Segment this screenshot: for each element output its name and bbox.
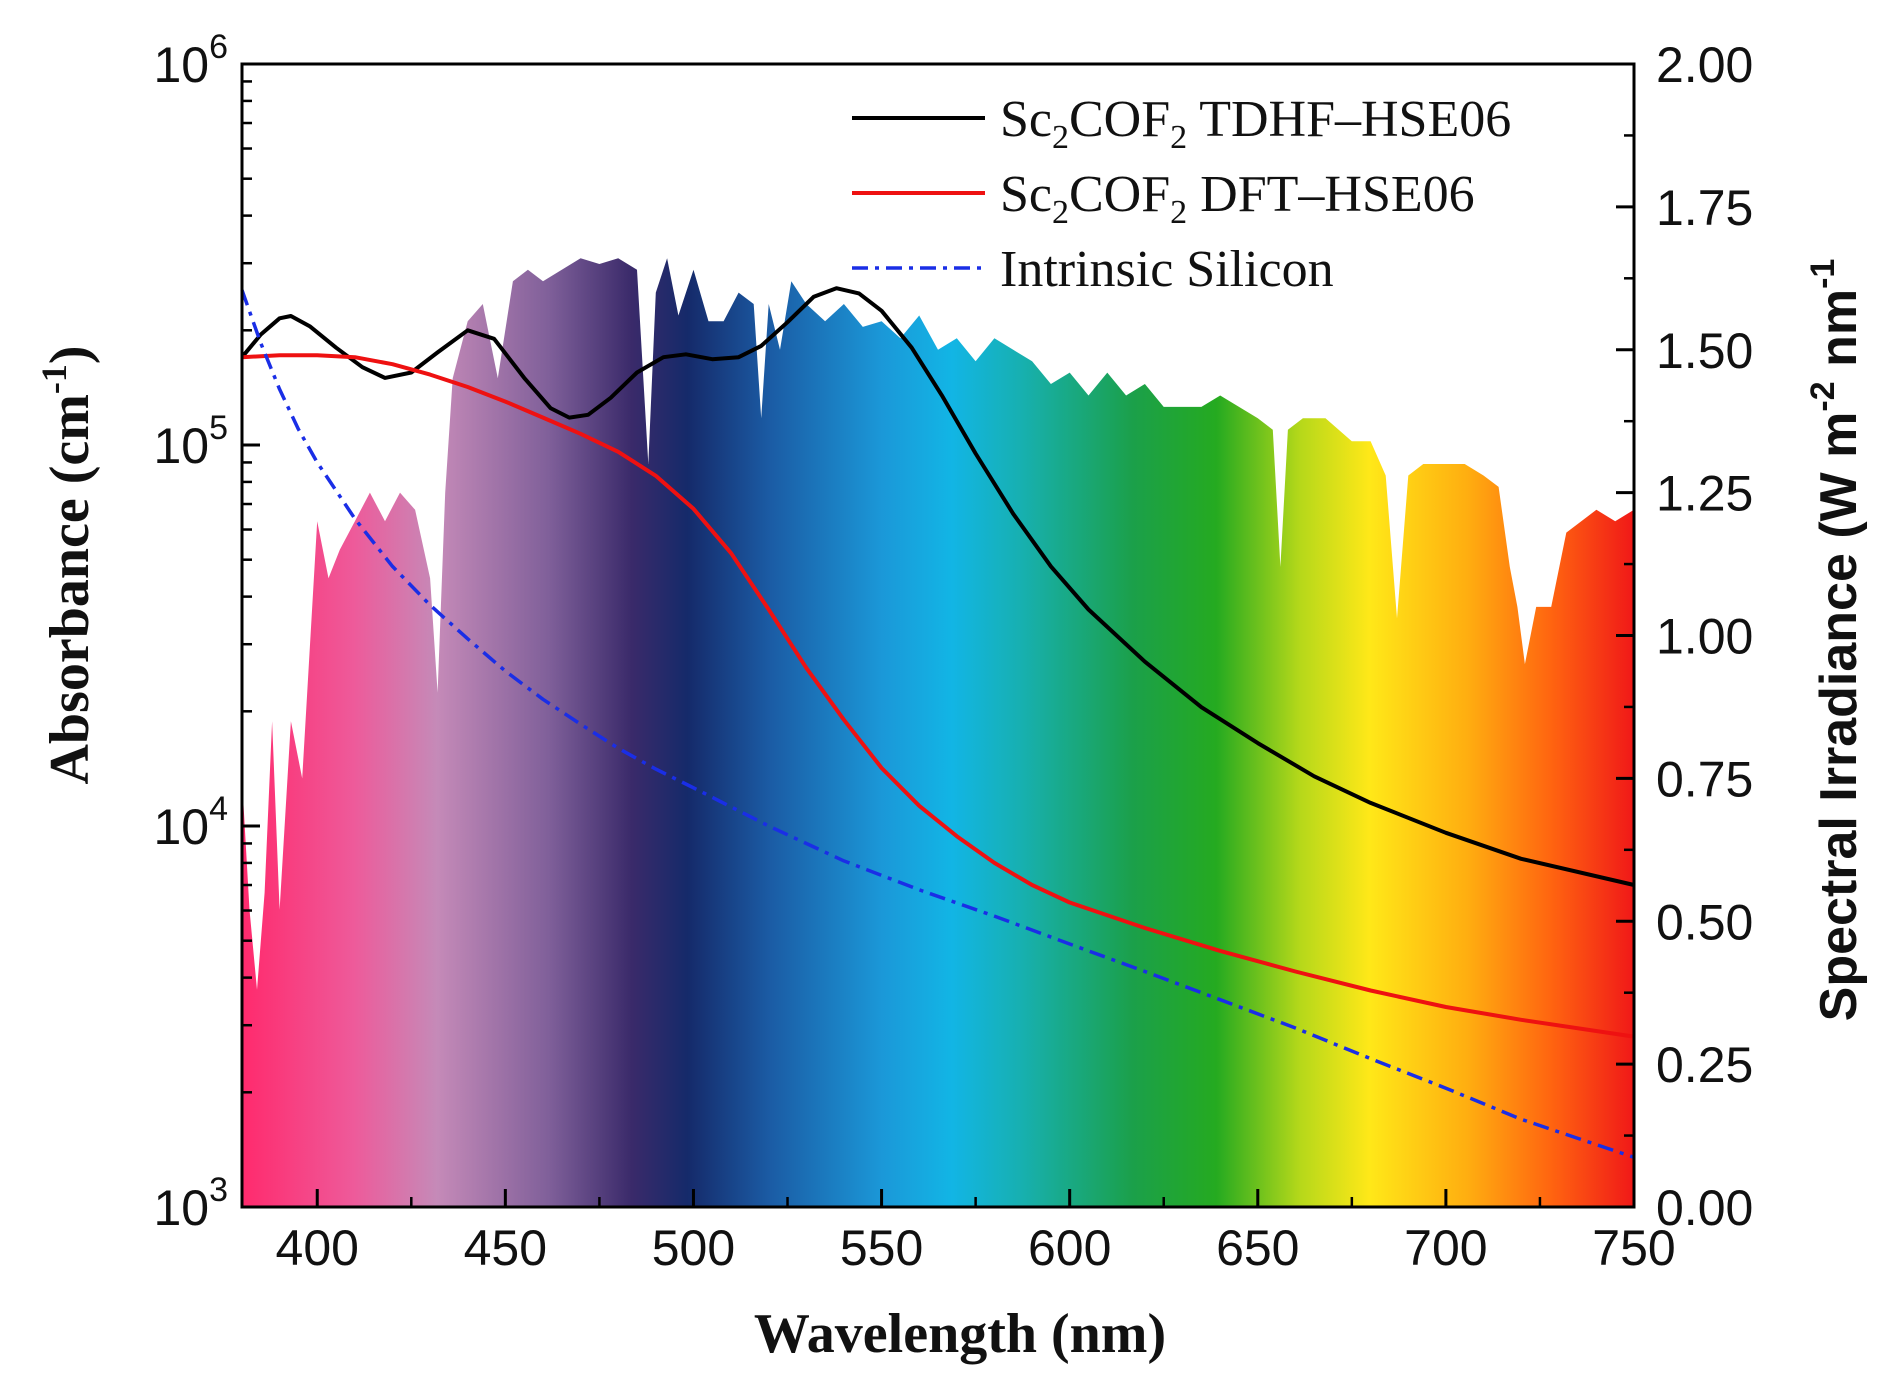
x-tick-label: 700 (1404, 1220, 1487, 1276)
y-right-tick-label: 0.25 (1656, 1037, 1753, 1093)
y-left-tick-label: 103 (153, 1171, 228, 1236)
tick-labels-layer: 400 450 500 550 600 650 700 750 103 104 105 106 0.00… (153, 28, 1753, 1276)
series-layer (240, 286, 1635, 1159)
y-right-tick-label: 1.50 (1656, 323, 1753, 379)
legend-label-2: Sc2COF2 DFT–HSE06 (1000, 166, 1475, 231)
y-right-tick-label: 1.00 (1656, 609, 1753, 665)
y-left-tick-label: 105 (153, 409, 228, 474)
series-line-3 (240, 289, 1635, 1159)
spectral-irradiance-layer (242, 258, 1634, 1207)
y-axis-right-title: Spectral Irradiance (W m-2 nm-1 (1804, 259, 1868, 1022)
y-axis-left-title: Absorbance (cm-1) (34, 345, 101, 784)
y-right-tick-label: 0.00 (1656, 1180, 1753, 1236)
y-left-tick-label: 106 (153, 28, 228, 93)
y-right-tick-label: 0.50 (1656, 894, 1753, 950)
spectral-irradiance-area (242, 258, 1634, 1207)
legend-label-3: Intrinsic Silicon (1000, 241, 1334, 298)
y-right-tick-label: 1.75 (1656, 180, 1753, 236)
x-tick-label: 550 (840, 1220, 923, 1276)
legend: Sc2COF2 TDHF–HSE06 Sc2COF2 DFT–HSE06 Intri… (852, 91, 1511, 298)
ticks-layer (242, 62, 1636, 1209)
x-tick-label: 450 (464, 1220, 547, 1276)
series-line-2 (241, 353, 1635, 1039)
legend-label-1: Sc2COF2 TDHF–HSE06 (1000, 91, 1511, 156)
x-tick-label: 400 (276, 1220, 359, 1276)
y-right-tick-label: 0.75 (1656, 751, 1753, 807)
y-left-tick-label: 104 (153, 790, 228, 855)
y-right-tick-label: 2.00 (1656, 37, 1753, 93)
x-axis-title: Wavelength (nm) (754, 1303, 1166, 1365)
series-line-1 (240, 286, 1635, 887)
x-tick-label: 750 (1592, 1220, 1675, 1276)
x-tick-label: 500 (652, 1220, 735, 1276)
y-right-tick-label: 1.25 (1656, 466, 1753, 522)
x-tick-label: 650 (1216, 1220, 1299, 1276)
x-tick-label: 600 (1028, 1220, 1111, 1276)
